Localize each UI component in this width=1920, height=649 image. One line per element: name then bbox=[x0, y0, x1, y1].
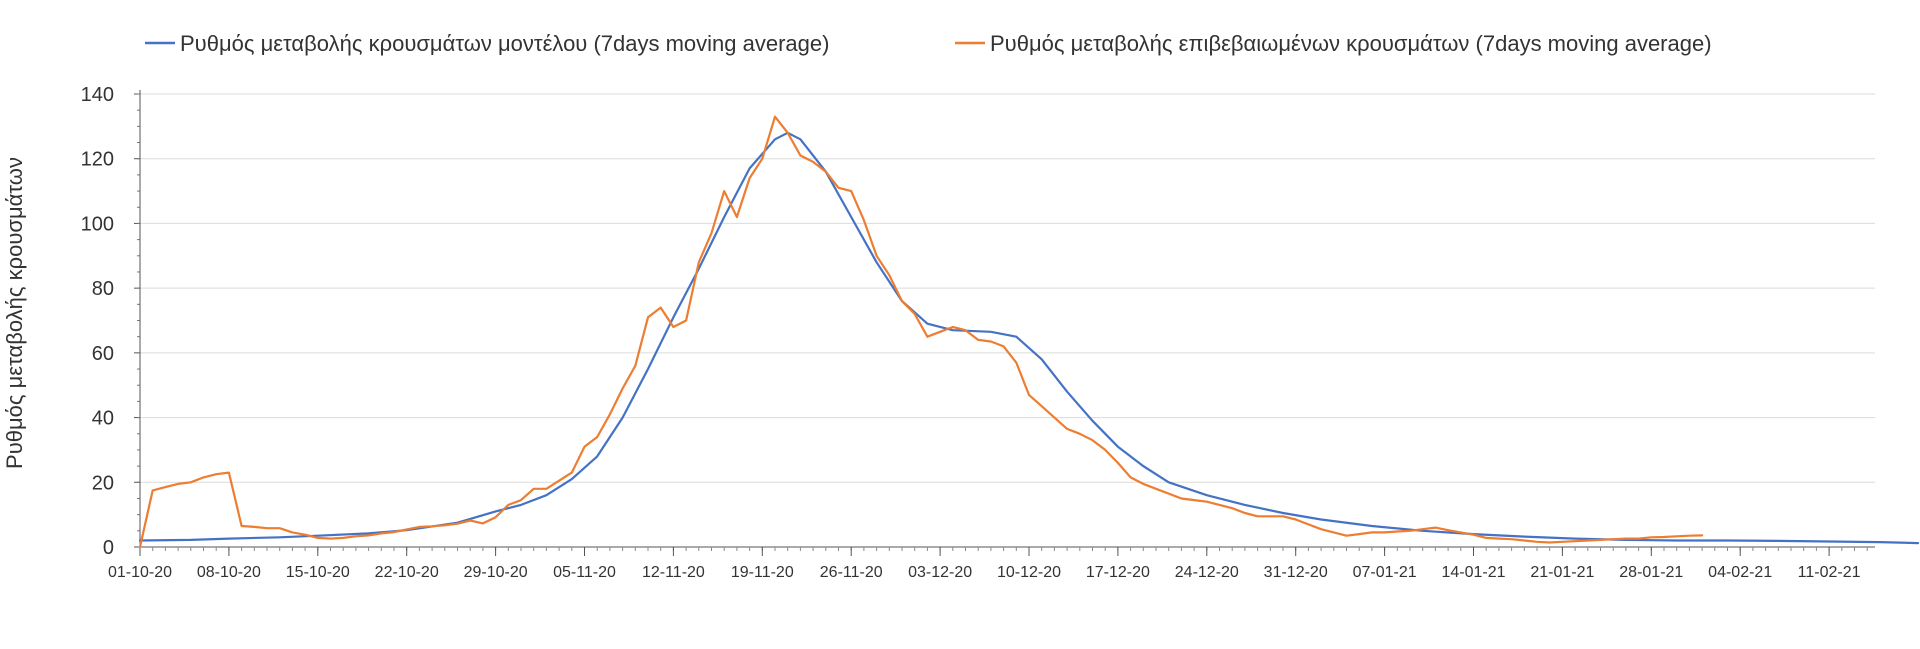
x-tick-label: 28-01-21 bbox=[1619, 564, 1683, 581]
x-tick-label: 08-10-20 bbox=[197, 564, 261, 581]
x-tick-label: 14-01-21 bbox=[1441, 564, 1505, 581]
y-tick-label: 140 bbox=[81, 84, 114, 106]
x-tick-label: 10-12-20 bbox=[997, 564, 1061, 581]
x-tick-label: 22-10-20 bbox=[375, 564, 439, 581]
x-tick-label: 01-10-20 bbox=[108, 564, 172, 581]
y-tick-label: 0 bbox=[103, 537, 114, 559]
y-tick-label: 80 bbox=[92, 278, 114, 300]
x-axis: 01-10-20 08-10-20 15-10-20 22-10-20 29-10-20… bbox=[108, 546, 1875, 581]
x-tick-label: 11-02-21 bbox=[1798, 564, 1861, 581]
x-tick-label: 31-12-20 bbox=[1264, 564, 1328, 581]
y-axis: 0 20 40 60 80 100 120 140 bbox=[81, 84, 141, 559]
y-tick-label: 120 bbox=[81, 149, 114, 171]
x-tick-label: 03-12-20 bbox=[908, 564, 972, 581]
x-tick-label: 21-01-21 bbox=[1530, 564, 1594, 581]
y-tick-label: 60 bbox=[92, 343, 114, 365]
legend: Ρυθμός μεταβολής κρουσμάτων μοντέλου (7d… bbox=[145, 31, 1712, 56]
y-tick-label: 20 bbox=[92, 472, 114, 494]
x-tick-label: 15-10-20 bbox=[286, 564, 350, 581]
x-tick-label: 04-02-21 bbox=[1708, 564, 1772, 581]
y-axis-label: Ρυθμός μεταβολής κρουσμάτων bbox=[2, 157, 27, 469]
x-tick-label: 24-12-20 bbox=[1175, 564, 1239, 581]
y-tick-label: 40 bbox=[92, 408, 114, 430]
x-tick-label: 19-11-20 bbox=[731, 564, 794, 581]
x-tick-label: 26-11-20 bbox=[820, 564, 883, 581]
legend-label-confirmed: Ρυθμός μεταβολής επιβεβαιωμένων κρουσμάτ… bbox=[990, 31, 1712, 56]
series-line-model bbox=[138, 131, 1920, 545]
gridlines bbox=[140, 93, 1875, 483]
series-line-confirmed bbox=[138, 115, 1704, 549]
x-tick-label: 29-10-20 bbox=[464, 564, 528, 581]
x-tick-label: 05-11-20 bbox=[553, 564, 616, 581]
legend-label-model: Ρυθμός μεταβολής κρουσμάτων μοντέλου (7d… bbox=[180, 31, 829, 56]
x-tick-label: 07-01-21 bbox=[1353, 564, 1417, 581]
y-tick-label: 100 bbox=[81, 213, 114, 235]
x-tick-label: 12-11-20 bbox=[642, 564, 705, 581]
x-tick-label: 17-12-20 bbox=[1086, 564, 1150, 581]
series-lines bbox=[138, 115, 1920, 549]
